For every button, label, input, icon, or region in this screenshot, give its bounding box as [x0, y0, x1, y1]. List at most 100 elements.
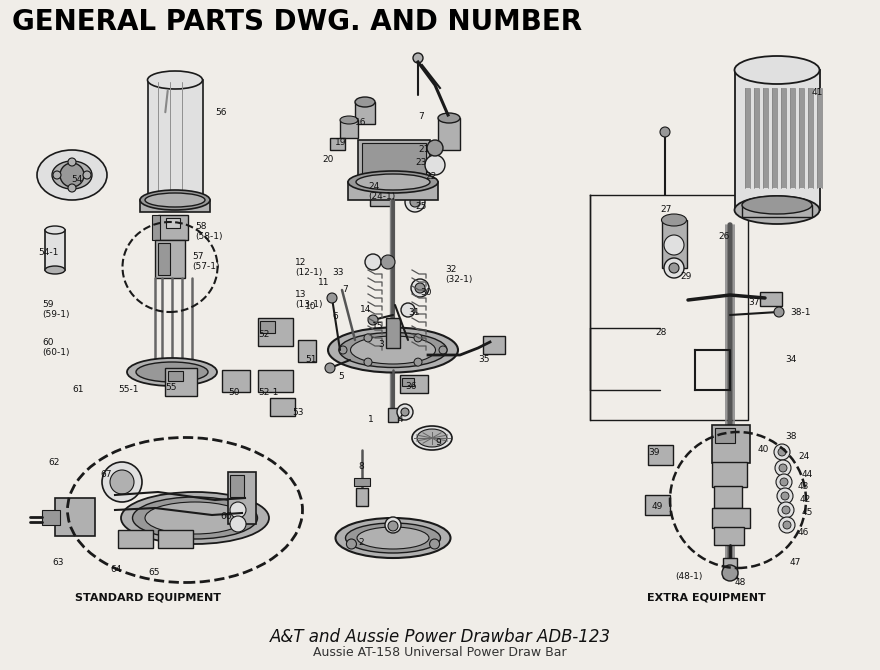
Bar [260, 321, 275, 333]
Bar [358, 140, 430, 182]
Text: 33: 33 [332, 268, 343, 277]
Text: 31: 31 [408, 308, 420, 317]
Circle shape [83, 171, 91, 179]
Bar [386, 318, 400, 348]
Bar [483, 336, 505, 354]
Bar [258, 318, 293, 346]
Ellipse shape [412, 426, 452, 450]
Text: 11: 11 [318, 278, 329, 287]
Text: 32
(32-1): 32 (32-1) [445, 265, 473, 284]
Text: 22: 22 [425, 172, 436, 181]
Ellipse shape [145, 502, 245, 534]
Bar [808, 88, 813, 188]
Bar [140, 200, 210, 212]
Circle shape [425, 155, 445, 175]
Bar [298, 340, 316, 362]
Circle shape [414, 334, 422, 342]
Ellipse shape [148, 191, 202, 209]
Ellipse shape [340, 116, 358, 124]
Text: 27: 27 [660, 205, 671, 214]
Text: 19: 19 [335, 138, 347, 147]
Text: EXTRA EQUIPMENT: EXTRA EQUIPMENT [647, 592, 766, 602]
Ellipse shape [37, 150, 107, 200]
Text: Aussie AT-158 Universal Power Draw Bar: Aussie AT-158 Universal Power Draw Bar [313, 646, 567, 659]
Text: 14: 14 [360, 305, 371, 314]
Ellipse shape [735, 56, 819, 84]
Text: 37: 37 [748, 298, 759, 307]
Text: 7: 7 [418, 112, 424, 121]
Text: 59
(59-1): 59 (59-1) [42, 300, 70, 320]
Bar [222, 370, 250, 392]
Text: 57
(57-1): 57 (57-1) [192, 252, 219, 271]
Bar [45, 230, 65, 270]
Bar [790, 88, 795, 188]
Text: 46: 46 [798, 528, 810, 537]
Text: 62: 62 [48, 458, 59, 467]
Ellipse shape [136, 362, 208, 382]
Bar [645, 495, 670, 515]
Text: 13
(13-1): 13 (13-1) [295, 290, 322, 310]
Circle shape [339, 346, 347, 354]
Bar [55, 498, 95, 536]
Ellipse shape [348, 171, 438, 193]
Text: 15: 15 [372, 322, 384, 331]
Text: 4: 4 [398, 415, 404, 424]
Bar [168, 371, 183, 381]
Text: 60
(60-1): 60 (60-1) [42, 338, 70, 357]
Bar [402, 378, 414, 386]
Text: 3: 3 [378, 340, 384, 349]
Circle shape [365, 254, 381, 270]
Circle shape [669, 263, 679, 273]
Bar [712, 508, 750, 528]
Circle shape [774, 307, 784, 317]
Bar [714, 486, 742, 508]
Text: 54-1: 54-1 [38, 248, 58, 257]
Text: 29: 29 [680, 272, 692, 281]
Circle shape [388, 521, 398, 531]
Ellipse shape [127, 358, 217, 386]
Circle shape [368, 315, 378, 325]
Text: 54: 54 [71, 175, 83, 184]
Circle shape [325, 363, 335, 373]
Text: 28: 28 [655, 328, 666, 337]
Circle shape [779, 464, 787, 472]
Text: 65: 65 [148, 568, 159, 577]
Circle shape [414, 358, 422, 366]
Text: 5: 5 [338, 372, 344, 381]
Ellipse shape [662, 214, 686, 226]
Text: 10: 10 [305, 302, 317, 311]
Text: 47: 47 [790, 558, 802, 567]
Ellipse shape [742, 196, 812, 214]
Circle shape [364, 358, 372, 366]
Text: 61: 61 [72, 385, 84, 394]
Text: 35: 35 [478, 355, 489, 364]
Bar [158, 530, 193, 548]
Circle shape [776, 474, 792, 490]
Ellipse shape [52, 161, 92, 189]
Text: STANDARD EQUIPMENT: STANDARD EQUIPMENT [75, 592, 221, 602]
Bar [118, 530, 153, 548]
Text: 58
(58-1): 58 (58-1) [195, 222, 223, 241]
Text: 38: 38 [785, 432, 796, 441]
Text: 6: 6 [332, 312, 338, 321]
Ellipse shape [735, 196, 819, 224]
Text: 55: 55 [165, 383, 177, 392]
Bar [715, 428, 735, 443]
Circle shape [347, 539, 356, 549]
Circle shape [68, 158, 76, 166]
Bar [772, 88, 777, 188]
Circle shape [775, 460, 791, 476]
Bar [155, 240, 185, 278]
Ellipse shape [356, 174, 430, 190]
Circle shape [411, 279, 429, 297]
Ellipse shape [335, 518, 451, 558]
Circle shape [68, 184, 76, 192]
Circle shape [780, 478, 788, 486]
Text: 44: 44 [802, 470, 813, 479]
Bar [340, 120, 358, 138]
Ellipse shape [339, 332, 447, 368]
Circle shape [230, 516, 246, 532]
Bar [723, 558, 737, 578]
Circle shape [774, 444, 790, 460]
Bar [158, 215, 188, 240]
